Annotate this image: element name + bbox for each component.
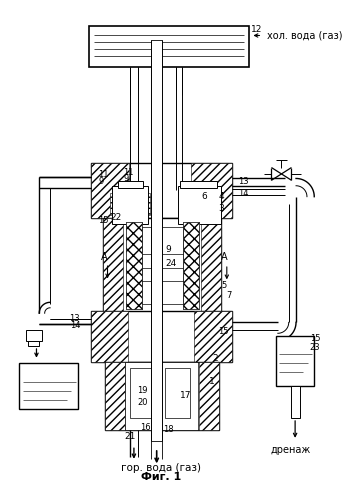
Bar bbox=[105, 361, 125, 430]
Bar bbox=[291, 386, 300, 418]
Bar bbox=[103, 218, 123, 313]
Bar bbox=[130, 368, 158, 418]
Bar bbox=[103, 218, 221, 313]
Bar bbox=[178, 186, 221, 224]
Text: 16: 16 bbox=[140, 423, 151, 432]
Text: 15: 15 bbox=[98, 216, 109, 225]
Bar bbox=[112, 186, 148, 224]
Text: 6: 6 bbox=[201, 192, 207, 201]
Bar bbox=[89, 26, 249, 67]
Bar bbox=[25, 330, 42, 341]
Text: 11: 11 bbox=[123, 168, 133, 177]
Text: 9: 9 bbox=[124, 174, 129, 183]
Bar bbox=[105, 361, 218, 430]
Bar bbox=[276, 336, 314, 386]
Text: 11: 11 bbox=[98, 170, 109, 179]
Text: 15: 15 bbox=[218, 327, 229, 336]
Text: 5: 5 bbox=[221, 281, 227, 290]
Text: хол. вода (газ): хол. вода (газ) bbox=[267, 30, 342, 40]
Text: 9: 9 bbox=[166, 245, 172, 254]
Text: 4: 4 bbox=[218, 192, 224, 201]
Bar bbox=[183, 222, 200, 309]
Text: 7: 7 bbox=[226, 290, 231, 299]
Text: 14: 14 bbox=[238, 189, 248, 198]
Text: 14: 14 bbox=[70, 321, 80, 330]
Bar bbox=[19, 363, 79, 409]
Bar bbox=[199, 361, 218, 430]
Bar bbox=[91, 163, 129, 218]
Text: 18: 18 bbox=[163, 425, 174, 434]
Text: 3: 3 bbox=[218, 204, 224, 213]
Text: 17: 17 bbox=[180, 391, 192, 400]
Bar bbox=[126, 222, 142, 309]
Bar bbox=[91, 311, 232, 361]
Text: 21: 21 bbox=[125, 432, 136, 441]
Bar bbox=[118, 181, 143, 189]
Text: 24: 24 bbox=[166, 258, 177, 267]
Bar bbox=[28, 341, 39, 346]
Text: 13: 13 bbox=[238, 177, 248, 186]
Text: 22: 22 bbox=[110, 213, 121, 222]
Bar bbox=[151, 40, 162, 441]
Bar bbox=[142, 227, 183, 304]
Bar bbox=[126, 222, 142, 309]
Text: гор. вода (газ): гор. вода (газ) bbox=[121, 463, 201, 473]
Bar bbox=[180, 181, 217, 189]
Bar bbox=[91, 311, 127, 361]
Text: 2: 2 bbox=[212, 354, 218, 363]
Text: Фиг. 1: Фиг. 1 bbox=[141, 472, 181, 482]
Text: дренаж: дренаж bbox=[270, 445, 311, 455]
Text: 19: 19 bbox=[138, 386, 148, 395]
Bar bbox=[183, 222, 200, 309]
Bar bbox=[194, 311, 232, 361]
Text: А: А bbox=[101, 252, 108, 262]
Text: 12: 12 bbox=[251, 24, 262, 33]
Bar bbox=[201, 218, 221, 313]
Bar bbox=[91, 163, 232, 218]
Bar bbox=[110, 193, 150, 215]
Text: 23: 23 bbox=[310, 343, 320, 352]
Text: 15: 15 bbox=[310, 334, 320, 343]
Bar bbox=[191, 163, 232, 218]
Text: 1: 1 bbox=[209, 377, 214, 386]
Text: 13: 13 bbox=[69, 314, 80, 323]
Bar bbox=[125, 361, 198, 430]
Text: 20: 20 bbox=[138, 398, 148, 407]
Bar bbox=[165, 368, 191, 418]
Text: А: А bbox=[221, 252, 228, 262]
Bar bbox=[179, 193, 220, 215]
Text: 9: 9 bbox=[98, 177, 104, 186]
